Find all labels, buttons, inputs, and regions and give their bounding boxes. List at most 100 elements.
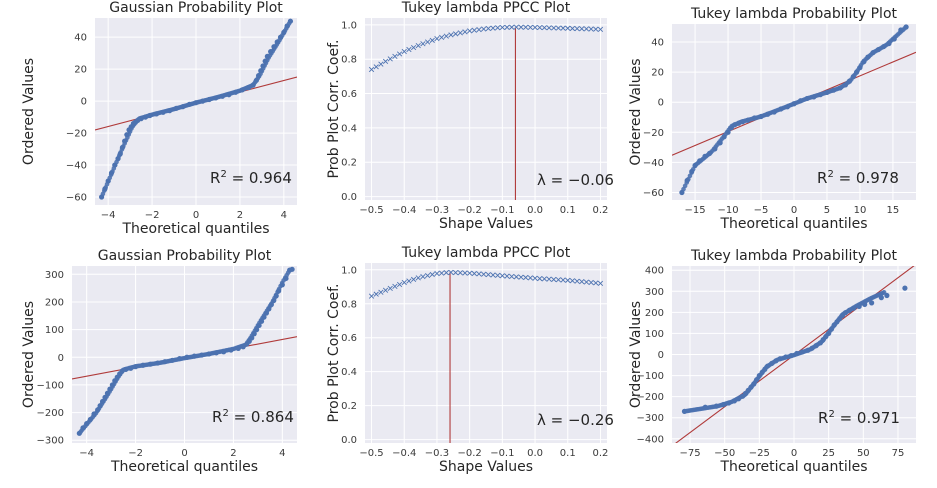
x-marker: [415, 275, 421, 281]
data-point: [862, 301, 868, 307]
plot-title: Tukey lambda Probability Plot: [690, 248, 898, 264]
x-marker: [509, 24, 515, 30]
x-marker: [368, 66, 375, 73]
data-point: [80, 425, 86, 431]
data-point: [681, 408, 688, 414]
x-marker: [495, 272, 501, 278]
data-point: [712, 146, 718, 152]
data-point: [725, 129, 731, 135]
data-point: [837, 85, 843, 91]
plot-content: [368, 269, 604, 443]
data-point: [689, 168, 695, 175]
data-point: [284, 23, 290, 29]
data-point: [287, 18, 294, 24]
plot-content: [368, 24, 604, 200]
data-point: [902, 285, 908, 291]
subplot-2: −0.5 −0.4 −0.3 −0.2 −0.1 0.0 0.1 0.2 0.0 0.2 0.4 0.…: [326, 0, 614, 232]
data-point: [251, 331, 257, 337]
data-point: [107, 386, 113, 392]
x-tick-label: −75: [679, 448, 700, 459]
x-tick-label: −10: [717, 205, 738, 216]
x-marker: [527, 275, 534, 281]
x-tick-label: 0.2: [593, 448, 609, 459]
data-point: [679, 189, 685, 196]
data-point: [878, 295, 884, 301]
data-point: [854, 69, 860, 75]
x-marker: [467, 28, 473, 34]
plot-title: Tukey lambda PPCC Plot: [401, 0, 571, 16]
data-point: [791, 101, 797, 107]
x-marker: [382, 58, 389, 65]
x-marker: [499, 273, 505, 279]
y-tick-label: −300: [637, 413, 664, 424]
x-marker: [541, 25, 548, 31]
y-tick-label: −300: [37, 436, 64, 447]
data-point: [783, 354, 789, 360]
y-tick-label: 20: [74, 65, 87, 76]
data-point: [274, 39, 280, 45]
x-tick-label: −2: [128, 448, 143, 459]
data-point: [99, 398, 106, 405]
plot-title: Gaussian Probability Plot: [109, 0, 283, 16]
data-point: [128, 365, 134, 371]
y-tick-label: 0.6: [341, 89, 357, 100]
data-point: [193, 100, 199, 106]
x-tick-label: 0.1: [560, 205, 576, 216]
annotation: R2 = 0.864: [212, 408, 294, 426]
data-point: [813, 343, 819, 349]
data-point: [112, 162, 118, 168]
x-marker: [485, 25, 491, 32]
x-marker: [438, 270, 445, 276]
data-point: [870, 49, 876, 56]
x-marker: [471, 270, 477, 277]
data-point: [856, 303, 862, 310]
x-marker: [490, 272, 496, 278]
x-marker: [551, 25, 557, 31]
x-marker: [513, 274, 519, 280]
x-tick-label: 0: [181, 448, 187, 459]
x-marker: [476, 271, 482, 277]
plot-title: Tukey lambda Probability Plot: [690, 6, 898, 22]
data-point: [891, 36, 897, 42]
plot-title: Tukey lambda PPCC Plot: [401, 245, 571, 261]
data-point: [213, 350, 219, 356]
x-axis-label: Theoretical quantiles: [719, 216, 867, 232]
x-tick-label: −0.5: [359, 205, 383, 216]
x-marker: [560, 25, 566, 31]
x-marker: [518, 274, 524, 280]
x-tick-label: 5: [824, 205, 830, 216]
x-tick-label: 0.1: [560, 448, 576, 459]
plot-content: [72, 266, 297, 436]
x-tick-label: 0.0: [527, 205, 543, 216]
x-axis-label: Theoretical quantiles: [110, 459, 258, 475]
y-axis-label: Ordered Values: [21, 301, 37, 408]
data-point: [886, 40, 892, 47]
x-tick-label: 2: [230, 448, 236, 459]
data-point: [263, 310, 270, 316]
x-marker: [504, 273, 510, 279]
x-axis-label: Shape Values: [439, 216, 533, 232]
x-marker: [368, 293, 375, 299]
data-point: [97, 403, 103, 409]
x-tick-label: 25: [822, 448, 835, 459]
x-marker: [448, 269, 454, 275]
data-point: [91, 411, 97, 417]
data-point: [258, 318, 265, 324]
data-point: [804, 95, 810, 102]
data-point: [758, 113, 764, 120]
data-point: [219, 93, 225, 99]
x-marker: [504, 24, 510, 30]
plot-title: Gaussian Probability Plot: [98, 248, 272, 264]
data-point: [865, 54, 871, 60]
data-point: [869, 300, 875, 306]
data-point: [262, 58, 268, 64]
data-point: [180, 104, 186, 110]
data-point: [799, 349, 805, 355]
x-tick-label: −2: [145, 210, 160, 221]
data-point: [811, 94, 817, 100]
x-tick-label: −0.3: [425, 448, 449, 459]
x-tick-label: −0.5: [359, 448, 383, 459]
x-tick-label: −50: [714, 448, 735, 459]
data-point: [186, 101, 193, 107]
y-tick-label: −60: [643, 188, 664, 199]
